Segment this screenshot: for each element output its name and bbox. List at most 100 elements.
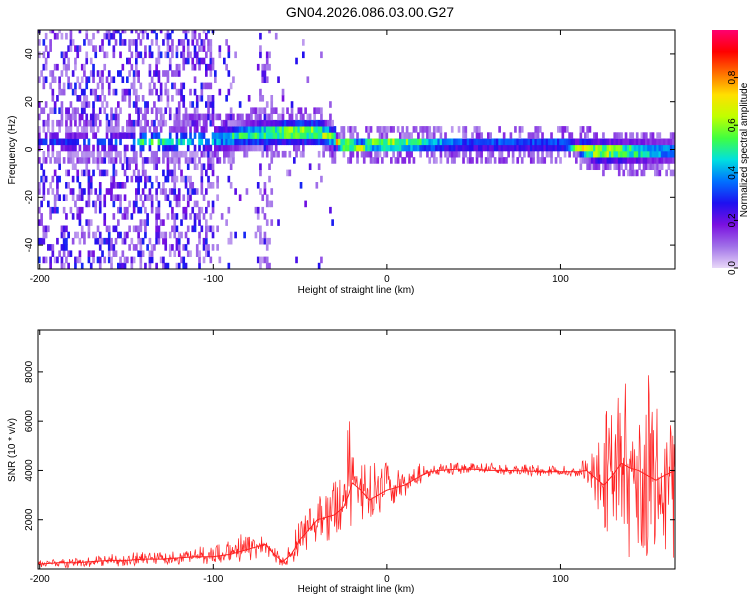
spectrogram-cell (67, 144, 70, 152)
spectrogram-cell (414, 138, 418, 146)
spectrogram-cell (83, 237, 86, 245)
spectrogram-cell (189, 101, 192, 108)
spectrogram-cell (103, 157, 107, 164)
spectrogram-cell (629, 144, 632, 152)
spectrogram-cell (243, 132, 246, 139)
spectrogram-cell (139, 107, 143, 115)
spectrogram-cell (49, 45, 52, 52)
spectrogram-cell (252, 144, 256, 152)
spectrogram-cell (155, 213, 158, 220)
spectrogram-cell (613, 150, 617, 158)
spectrogram-cell (189, 119, 192, 127)
spectrogram-cell (40, 200, 43, 208)
spectrogram-cell (166, 144, 170, 152)
spectrogram-cell (322, 119, 325, 127)
spectrogram-cell (360, 150, 364, 158)
spectrogram-cell (200, 57, 204, 65)
snr-x-tick-label: -100 (203, 574, 223, 585)
spectrogram-cell (139, 225, 143, 233)
spectrogram-cell (421, 138, 425, 146)
spectrogram-cell (651, 150, 655, 158)
spectrogram-cell (272, 132, 276, 139)
spectrogram-cell (232, 113, 235, 121)
spectrogram-cell (432, 157, 436, 164)
spectrogram-cell (119, 231, 122, 239)
spectrogram-cell (49, 82, 52, 90)
spectrogram-cell (189, 250, 192, 258)
spectrogram-cell (89, 262, 93, 269)
spectrogram-cell (135, 51, 138, 59)
spectrogram-cell (65, 256, 68, 264)
spectrogram-cell (83, 150, 86, 158)
spectrogram-cell (268, 175, 271, 183)
spectrogram-cell (227, 119, 231, 127)
spectrogram-cell (649, 157, 653, 164)
spectrogram-cell (51, 206, 55, 214)
spectrogram-cell (649, 138, 653, 146)
spectrogram-cell (175, 126, 179, 133)
spectrogram-cell (331, 132, 334, 139)
spectrogram-cell (184, 213, 188, 220)
spectrogram-cell (365, 138, 368, 146)
spectrogram-cell (189, 213, 192, 220)
spectrogram-cell (89, 182, 93, 189)
spectrogram-cell (263, 213, 267, 220)
spectrogram-cell (49, 262, 52, 269)
spectrogram-cell (259, 144, 262, 152)
spectrogram-cell (128, 200, 131, 208)
spectrogram-cell (112, 169, 116, 177)
spectrogram-cell (207, 138, 210, 146)
spectrogram-cell (207, 225, 210, 233)
spectrogram-cell (383, 144, 386, 152)
spectrogram-cell (317, 262, 321, 269)
figure-title: GN04.2026.086.03.00.G27 (286, 4, 454, 20)
spectrogram-cell (76, 76, 80, 84)
spectrogram-cell (80, 76, 84, 84)
spectrogram-cell (265, 194, 269, 202)
spectrogram-cell (482, 144, 486, 152)
spectrogram-cell (135, 157, 138, 164)
spectrogram-cell (74, 262, 77, 269)
spectrogram-cell (288, 126, 292, 133)
spectrogram-cell (135, 119, 138, 127)
spectrogram-cell (85, 219, 89, 226)
spectrogram-cell (234, 51, 237, 59)
spectrogram-cell (268, 63, 271, 71)
spectrogram-cell (243, 231, 246, 239)
spectrogram-cell (247, 126, 251, 133)
spectrogram-cell (207, 244, 210, 251)
spectrogram-cell (403, 132, 407, 139)
spectrogram-cell (130, 82, 134, 90)
spectrogram-cell (626, 150, 630, 158)
spectrogram-cell (374, 138, 377, 146)
spectrogram-cell (225, 219, 228, 226)
spectrogram-cell (58, 119, 61, 127)
spectrogram-cell (135, 225, 138, 233)
spectrogram-cell (53, 76, 57, 84)
spectrogram-cell (617, 163, 621, 171)
spectrogram-cell (227, 175, 231, 183)
spectrogram-cell (189, 126, 192, 133)
spectrogram-cell (234, 119, 237, 127)
spectrogram-cell (148, 126, 152, 133)
spectrogram-cell (202, 39, 206, 46)
spectrogram-cell (137, 225, 140, 233)
spectrogram-cell (448, 138, 452, 146)
spectrogram-cell (297, 132, 301, 139)
spectrogram-cell (622, 169, 626, 177)
spectrogram-cell (117, 262, 120, 269)
spectrogram-cell (80, 150, 84, 158)
spectrogram-cell (177, 113, 181, 121)
spectrogram-cell (317, 150, 321, 158)
spectrogram-cell (575, 157, 578, 164)
spectrogram-cell (150, 157, 154, 164)
spectrogram-cell (500, 144, 504, 152)
spectrogram-cell (392, 126, 395, 133)
spectrogram-cell (581, 126, 585, 133)
spectrogram-cell (128, 101, 131, 108)
spectrogram-cell (96, 150, 100, 158)
spectrogram-cell (606, 150, 610, 158)
spectrogram-cell (78, 256, 82, 264)
spectrogram-cell (311, 126, 314, 133)
spectrogram-cell (175, 175, 179, 183)
